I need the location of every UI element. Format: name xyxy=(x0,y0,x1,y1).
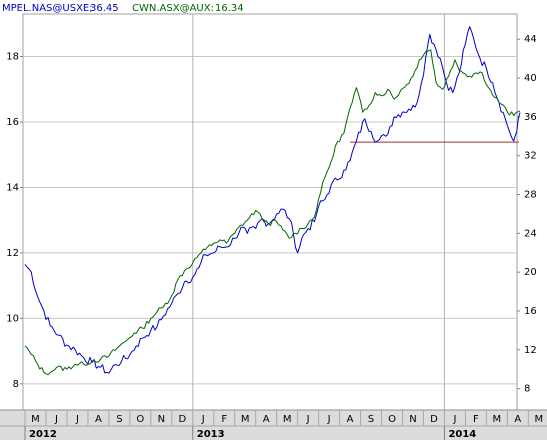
x-axis-band xyxy=(0,410,547,440)
year-label: 2014 xyxy=(448,429,476,440)
left-tick-label: 14 xyxy=(6,182,19,193)
right-tick-label: 20 xyxy=(524,267,537,278)
month-label: A xyxy=(347,414,354,425)
month-label: O xyxy=(136,414,144,425)
left-tick-label: 16 xyxy=(6,117,19,128)
month-label: O xyxy=(388,414,396,425)
legend-mpel-label: MPEL.NAS@USXE; xyxy=(2,3,93,14)
axes: 8 10 12 14 16 18 8 12 16 20 24 28 32 36 40 44 M J J A S O N D J F… xyxy=(0,34,547,440)
series-line-cwn xyxy=(24,49,521,376)
month-label: N xyxy=(158,414,165,425)
right-tick-label: 24 xyxy=(524,228,537,239)
month-label: J xyxy=(75,414,79,425)
legend-cwn-label: CWN.ASX@AUX: xyxy=(132,3,214,14)
month-label: M xyxy=(493,414,502,425)
series-lines xyxy=(24,26,521,376)
right-tick-label: 32 xyxy=(524,151,537,162)
left-tick-label: 10 xyxy=(6,313,19,324)
right-tick-label: 40 xyxy=(524,73,537,84)
month-label: M xyxy=(535,414,544,425)
month-label: J xyxy=(54,414,58,425)
month-label: M xyxy=(283,414,292,425)
left-tick-label: 8 xyxy=(13,379,19,390)
month-label: N xyxy=(409,414,416,425)
month-label: J xyxy=(452,414,456,425)
month-label: J xyxy=(327,414,331,425)
right-tick-label: 44 xyxy=(524,34,537,45)
month-label: S xyxy=(368,414,374,425)
left-tick-label: 18 xyxy=(6,52,19,63)
month-label: M xyxy=(241,414,250,425)
plot-frame xyxy=(22,13,518,411)
month-label: S xyxy=(116,414,122,425)
month-label: M xyxy=(31,414,40,425)
right-tick-label: 8 xyxy=(524,384,530,395)
right-tick-label: 12 xyxy=(524,345,537,356)
month-label: F xyxy=(473,414,479,425)
month-label: J xyxy=(201,414,205,425)
month-label: A xyxy=(514,414,521,425)
year-label: 2012 xyxy=(29,429,57,440)
legend-cwn-value: 16.34 xyxy=(215,3,244,14)
legend-mpel-value: 36.45 xyxy=(90,3,119,14)
series-line-mpel xyxy=(24,26,521,374)
month-label: A xyxy=(263,414,270,425)
legend: MPEL.NAS@USXE; 36.45 CWN.ASX@AUX: 16.34 xyxy=(2,3,244,14)
month-label: A xyxy=(95,414,102,425)
right-tick-label: 28 xyxy=(524,190,537,201)
year-label: 2013 xyxy=(197,429,225,440)
month-label: D xyxy=(178,414,186,425)
grid-lines xyxy=(22,13,518,411)
right-tick-label: 16 xyxy=(524,306,537,317)
right-tick-label: 36 xyxy=(524,112,537,123)
month-label: J xyxy=(306,414,310,425)
left-tick-label: 12 xyxy=(6,248,19,259)
month-label: D xyxy=(430,414,438,425)
month-label: F xyxy=(221,414,227,425)
